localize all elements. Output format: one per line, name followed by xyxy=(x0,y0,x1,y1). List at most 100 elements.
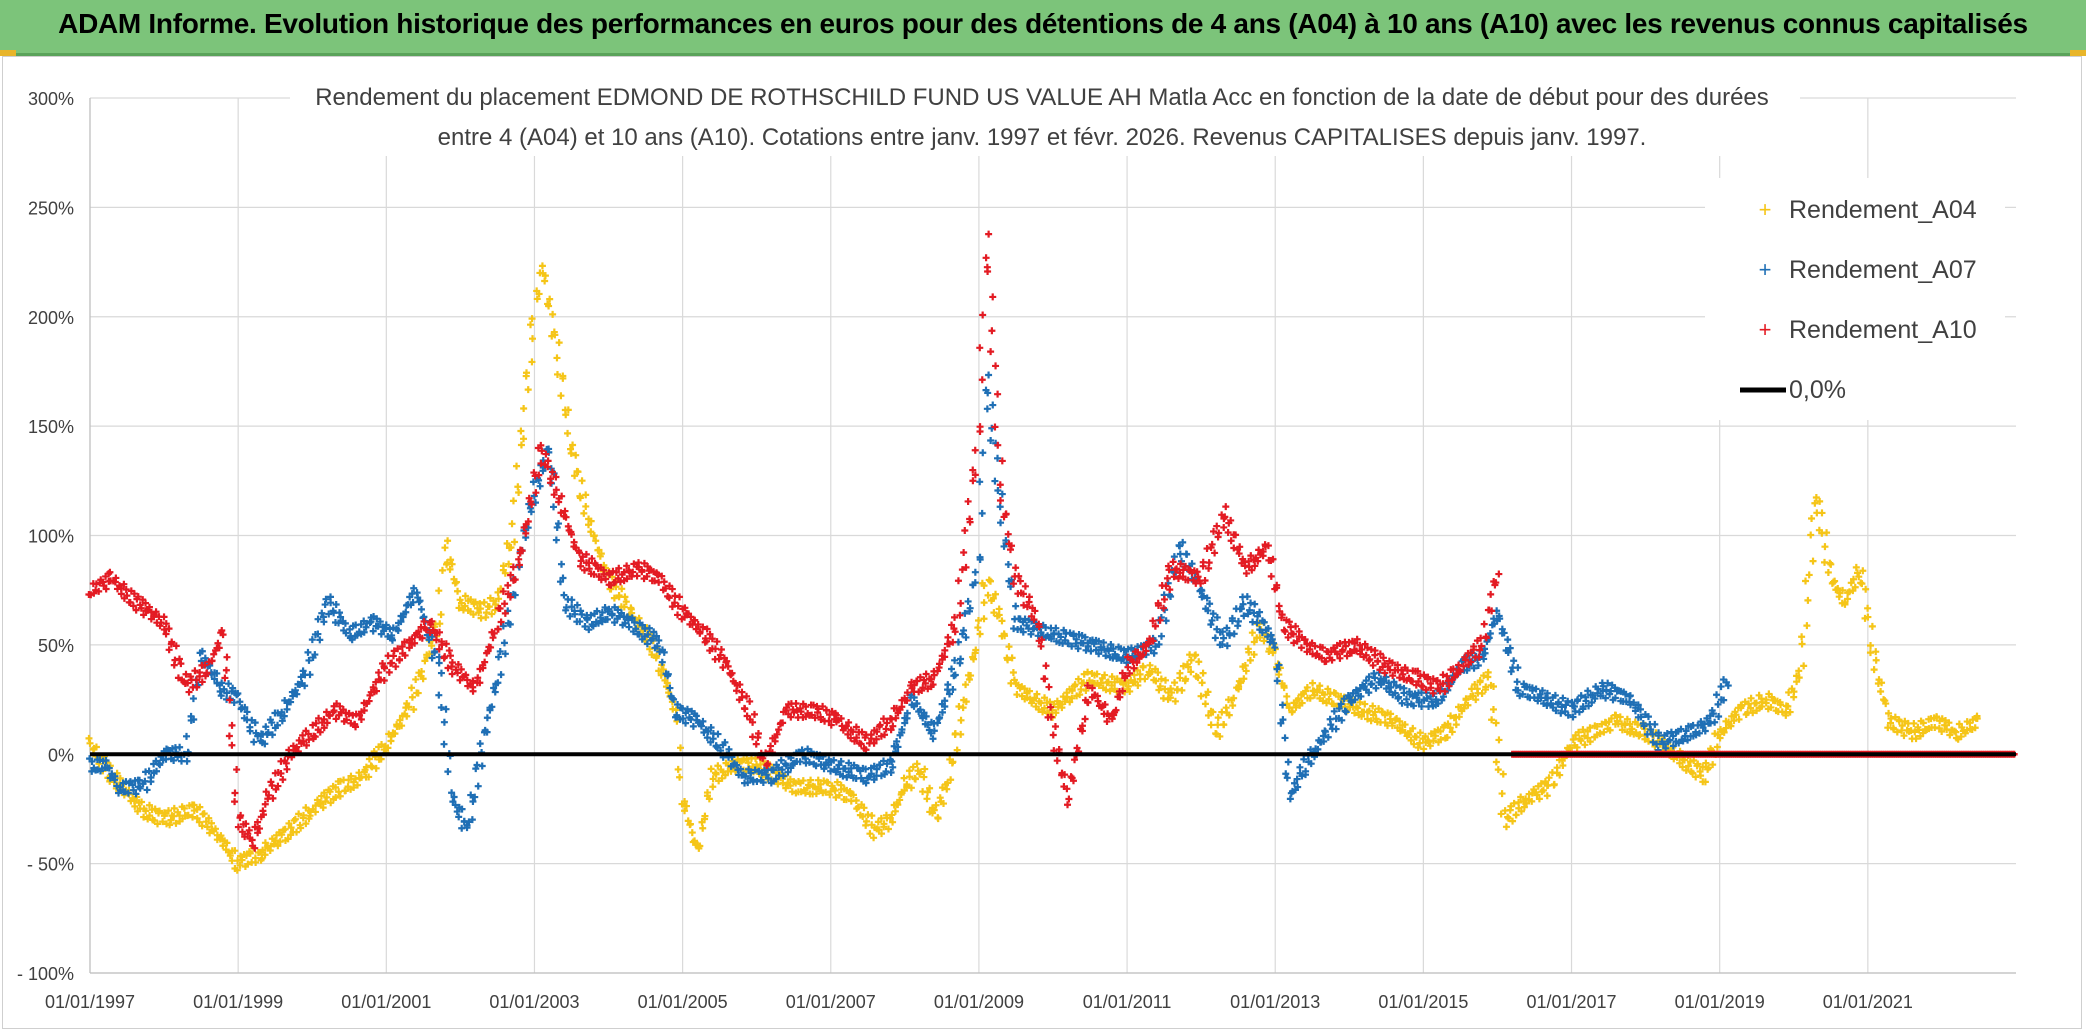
data-point xyxy=(182,670,190,678)
data-point xyxy=(1547,699,1555,707)
data-point xyxy=(1074,675,1082,683)
data-point xyxy=(1121,674,1129,682)
data-point xyxy=(299,667,307,675)
data-point xyxy=(571,610,579,618)
data-point xyxy=(803,784,811,792)
data-point xyxy=(1302,767,1310,775)
data-point xyxy=(1636,705,1644,713)
data-point xyxy=(647,566,655,574)
data-point xyxy=(1264,633,1272,641)
data-point xyxy=(1210,527,1218,535)
data-point xyxy=(1027,630,1035,638)
data-point xyxy=(923,795,931,803)
data-point xyxy=(671,599,679,607)
legend-marker-a10: + xyxy=(1759,317,1772,342)
data-point xyxy=(560,512,568,520)
data-point xyxy=(1793,678,1801,686)
data-point xyxy=(1124,682,1132,690)
data-point xyxy=(236,698,244,706)
data-point xyxy=(222,846,230,854)
data-point xyxy=(1271,585,1279,593)
data-point xyxy=(1502,823,1510,831)
data-point xyxy=(1389,691,1397,699)
data-point xyxy=(550,503,558,511)
x-axis-ticks: 01/01/1997 01/01/1999 01/01/2001 01/01/2003… xyxy=(45,992,1913,1012)
data-point xyxy=(1809,557,1817,565)
data-point xyxy=(1558,703,1566,711)
data-point xyxy=(1941,721,1949,729)
data-point xyxy=(266,716,274,724)
data-point xyxy=(1302,687,1310,695)
data-point xyxy=(969,581,977,589)
data-point xyxy=(507,544,515,552)
data-point xyxy=(1898,722,1906,730)
data-point xyxy=(410,584,418,592)
data-point xyxy=(674,602,682,610)
data-point xyxy=(908,678,916,686)
data-point xyxy=(1015,572,1023,580)
data-point xyxy=(1445,682,1453,690)
data-point xyxy=(567,445,575,453)
data-point xyxy=(694,841,702,849)
data-point xyxy=(1605,718,1613,726)
data-point xyxy=(1460,662,1468,670)
data-point xyxy=(920,709,928,717)
data-point xyxy=(997,519,1005,527)
data-point xyxy=(587,528,595,536)
data-point xyxy=(1298,699,1306,707)
data-point xyxy=(802,713,810,721)
data-point xyxy=(1456,667,1464,675)
data-point xyxy=(1095,637,1103,645)
data-point xyxy=(553,523,561,531)
data-point xyxy=(509,497,517,505)
data-point xyxy=(520,405,528,413)
data-point xyxy=(208,819,216,827)
data-point xyxy=(1704,765,1712,773)
data-point xyxy=(1285,618,1293,626)
data-point xyxy=(1129,679,1137,687)
data-point xyxy=(996,503,1004,511)
data-point xyxy=(1391,716,1399,724)
data-point xyxy=(844,730,852,738)
x-tick-label: 01/01/2021 xyxy=(1823,992,1913,1012)
data-point xyxy=(738,757,746,765)
data-point xyxy=(1202,605,1210,613)
data-point xyxy=(180,804,188,812)
data-point xyxy=(982,254,990,262)
data-point xyxy=(1151,665,1159,673)
data-point xyxy=(1360,683,1368,691)
data-point xyxy=(612,568,620,576)
data-point xyxy=(140,805,148,813)
data-point xyxy=(1484,668,1492,676)
data-point xyxy=(1482,683,1490,691)
data-point xyxy=(721,771,729,779)
data-point xyxy=(320,724,328,732)
data-point xyxy=(228,721,236,729)
data-point xyxy=(1537,780,1545,788)
data-point xyxy=(996,496,1004,504)
data-point xyxy=(1462,696,1470,704)
data-point xyxy=(442,705,450,713)
data-point xyxy=(1387,683,1395,691)
data-point xyxy=(1429,689,1437,697)
data-point xyxy=(1621,690,1629,698)
data-point xyxy=(1288,708,1296,716)
data-point xyxy=(1870,666,1878,674)
data-point xyxy=(880,823,888,831)
data-point xyxy=(321,601,329,609)
data-point xyxy=(812,762,820,770)
data-point xyxy=(817,780,825,788)
data-point xyxy=(296,821,304,829)
data-point xyxy=(826,711,834,719)
data-point xyxy=(951,628,959,636)
data-point xyxy=(367,617,375,625)
data-point xyxy=(1615,687,1623,695)
data-point xyxy=(1182,675,1190,683)
data-point xyxy=(1068,694,1076,702)
data-point xyxy=(479,661,487,669)
data-point xyxy=(113,782,121,790)
data-point xyxy=(689,722,697,730)
data-point xyxy=(414,594,422,602)
data-point xyxy=(225,732,233,740)
data-point xyxy=(1019,628,1027,636)
